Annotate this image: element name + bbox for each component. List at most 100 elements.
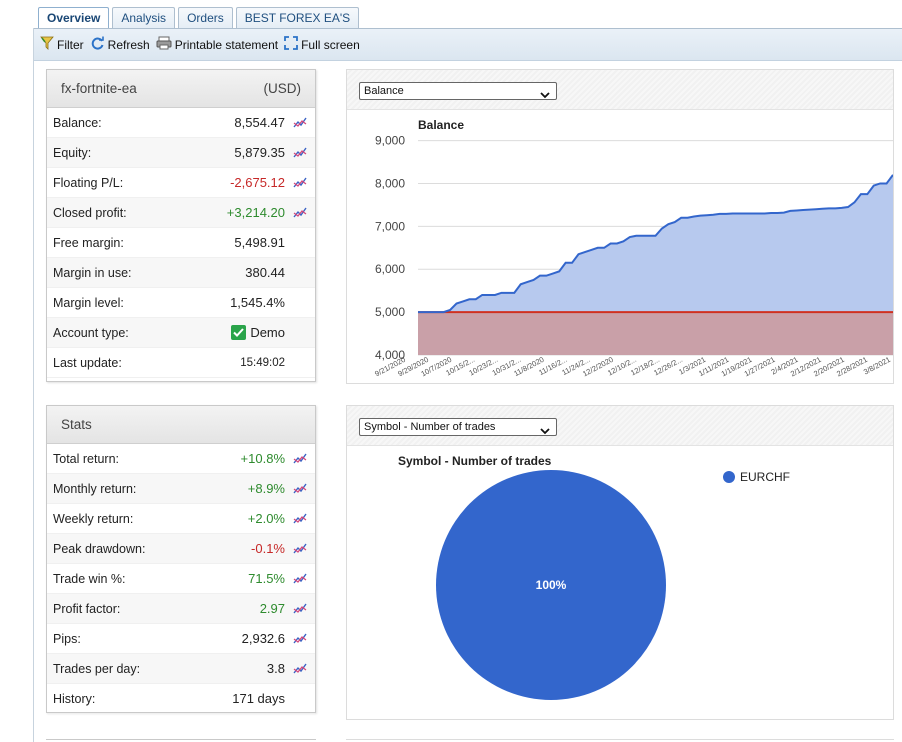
account-header: fx-fortnite-ea (USD) [47,70,315,108]
account-row: Margin in use: 380.44 [47,258,315,288]
account-value: 15:49:02 [240,356,285,369]
pie-slice-label: 100% [536,578,567,592]
fullscreen-icon [284,36,301,53]
chart-line-icon[interactable] [293,512,315,525]
refresh-icon [90,36,108,54]
chart-line-icon[interactable] [293,146,315,159]
stats-value: 71.5% [248,571,285,586]
tab-bar: Overview Analysis Orders BEST FOREX EA'S [38,7,360,30]
printable-statement-button[interactable]: Printable statement [156,36,278,53]
filter-button[interactable]: Filter [40,36,84,53]
filter-icon [40,36,57,53]
account-label: Margin in use: [53,265,132,280]
next-panel-edge [46,739,316,742]
chart-line-icon[interactable] [293,482,315,495]
account-label: Equity: [53,145,92,160]
tab-best-forex-eas[interactable]: BEST FOREX EA'S [235,7,360,29]
chevron-down-icon [540,424,550,440]
symbol-chart-select[interactable]: Symbol - Number of trades [359,418,557,436]
y-tick-label: 4,000 [375,348,405,362]
stats-label: Weekly return: [53,511,134,526]
stats-value: 171 days [232,691,285,706]
tab-orders[interactable]: Orders [178,7,233,29]
full-screen-button[interactable]: Full screen [284,36,360,53]
chart-line-icon[interactable] [293,542,315,555]
account-label: Floating P/L: [53,175,124,190]
stats-value: -0.1% [251,541,285,556]
account-label: Free margin: [53,235,124,250]
stats-label: Monthly return: [53,481,137,496]
account-value: +3,214.20 [226,205,285,220]
account-label: Account type: [53,325,129,340]
printer-icon [156,36,175,53]
stats-label: Trade win %: [53,571,126,586]
account-value: Demo [173,325,293,340]
stats-row: Trade win %: 71.5% [47,564,315,594]
symbol-pie-chart: Symbol - Number of trades 100% EURCHF [398,454,790,700]
stats-row: Total return: +10.8% [47,444,315,474]
account-row: Balance: 8,554.47 [47,108,315,138]
chart-line-icon[interactable] [293,662,315,675]
stats-row: Pips: 2,932.6 [47,624,315,654]
refresh-button[interactable]: Refresh [90,36,150,54]
stats-row: History: 171 days [47,684,315,714]
account-label: Closed profit: [53,205,127,220]
chart-line-icon[interactable] [293,632,315,645]
balance-chart-select[interactable]: Balance [359,82,557,100]
legend-label: EURCHF [740,470,790,484]
account-row: Margin level: 1,545.4% [47,288,315,318]
account-row: Last update: 15:49:02 [47,348,315,378]
tab-analysis[interactable]: Analysis [112,7,176,29]
balance-select-value: Balance [364,85,404,97]
y-tick-label: 5,000 [375,305,405,319]
balance-chart: 9,0008,0007,0006,0005,0004,000Balance9/2… [373,118,893,378]
chart-line-icon[interactable] [293,602,315,615]
tab-underline [34,28,902,29]
chart-line-icon[interactable] [293,572,315,585]
stats-label: Total return: [53,451,120,466]
stats-row: Trades per day: 3.8 [47,654,315,684]
account-row: Closed profit: +3,214.20 [47,198,315,228]
stats-label: History: [53,691,96,706]
pie-chart-title: Symbol - Number of trades [398,454,552,468]
stats-value: +10.8% [240,451,285,466]
account-panel: fx-fortnite-ea (USD) Balance: 8,554.47 Equ… [46,69,316,382]
balance-chart-panel: Balance 9,000 8,000 7,000 6,000 5,000 4,000 Ba… [346,69,894,384]
pie-slice-eurchf[interactable] [436,470,666,700]
checkmark-icon [231,325,247,340]
symbol-chart-panel: Symbol - Number of trades Symbol - Numbe… [346,405,894,720]
stats-title: Stats [61,417,92,432]
stats-value: 3.8 [266,661,285,676]
stats-header: Stats [47,406,315,444]
stats-value: +8.9% [247,481,285,496]
y-tick-label: 8,000 [375,176,405,190]
account-currency: (USD) [263,81,302,96]
chart-line-icon[interactable] [293,176,315,189]
tab-overview[interactable]: Overview [38,7,110,30]
chart-line-icon[interactable] [293,206,315,219]
account-value: 5,879.35 [234,145,285,160]
account-row: Free margin: 5,498.91 [47,228,315,258]
stats-label: Pips: [53,631,81,646]
chevron-down-icon [540,88,550,104]
y-tick-label: 6,000 [375,262,405,276]
y-tick-label: 9,000 [375,134,405,148]
account-value: 8,554.47 [234,115,285,130]
symbol-select-value: Symbol - Number of trades [364,421,496,433]
stats-row: Profit factor: 2.97 [47,594,315,624]
x-tick-label: 3/8/2021 [862,355,892,377]
account-row: Account type: Demo [47,318,315,348]
chart-line-icon[interactable] [293,452,315,465]
stats-label: Trades per day: [53,661,141,676]
stats-row: Peak drawdown: -0.1% [47,534,315,564]
account-label: Last update: [53,355,122,370]
stats-row: Weekly return: +2.0% [47,504,315,534]
account-type-badge: Demo [231,325,285,340]
account-row: Equity: 5,879.35 [47,138,315,168]
account-label: Margin level: [53,295,124,310]
symbol-chart-header: Symbol - Number of trades [347,406,893,446]
filter-label: Filter [57,37,84,52]
account-value: 5,498.91 [234,235,285,250]
account-value: -2,675.12 [230,175,285,190]
chart-line-icon[interactable] [293,116,315,129]
